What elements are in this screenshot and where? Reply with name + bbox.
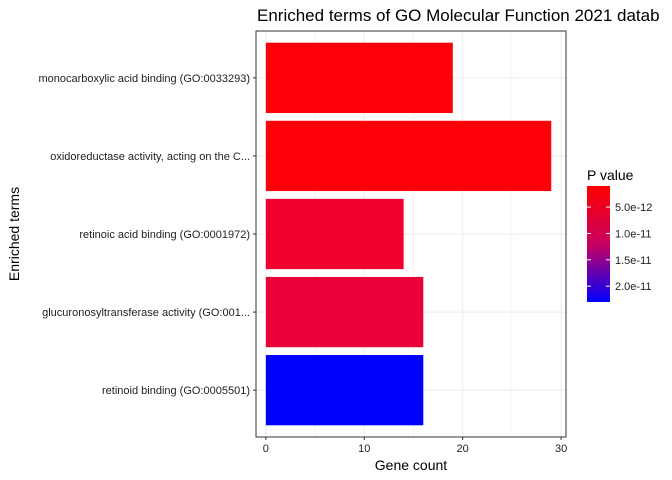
- y-tick-label: monocarboxylic acid binding (GO:0033293): [38, 73, 250, 85]
- bars: [265, 42, 552, 426]
- x-tick-label: 30: [555, 443, 567, 455]
- legend-tick-label: 2.0e-11: [615, 281, 652, 293]
- x-axis-label: Gene count: [375, 457, 447, 473]
- x-tick-label: 10: [358, 443, 370, 455]
- x-tick-labels: 0 10 20 30: [263, 437, 567, 455]
- legend-ticks: 5.0e-12 1.0e-11 1.5e-11 2.0e-11: [587, 202, 652, 293]
- bar: [265, 120, 552, 192]
- legend-colorbar: [587, 186, 610, 302]
- legend-tick-label: 1.0e-11: [615, 228, 652, 240]
- x-tick-label: 0: [263, 443, 269, 455]
- chart-title: Enriched terms of GO Molecular Function …: [257, 6, 660, 25]
- bar: [265, 42, 453, 113]
- y-tick-label: oxidoreductase activity, acting on the C…: [50, 151, 250, 163]
- legend-tick-label: 5.0e-12: [615, 202, 652, 214]
- legend-tick-label: 1.5e-11: [615, 255, 652, 267]
- bar: [265, 276, 424, 348]
- bar: [265, 198, 404, 270]
- y-tick-labels: monocarboxylic acid binding (GO:0033293)…: [38, 73, 256, 397]
- color-legend: P value 5.0e-12 1.0e-11 1.5e-11 2.0e-11: [587, 167, 652, 302]
- y-axis-label: Enriched terms: [6, 187, 22, 281]
- legend-title: P value: [587, 167, 634, 183]
- x-tick-label: 20: [457, 443, 469, 455]
- y-tick-label: retinoid binding (GO:0005501): [102, 385, 250, 397]
- y-tick-label: retinoic acid binding (GO:0001972): [79, 229, 250, 241]
- bar: [265, 355, 424, 426]
- y-tick-label: glucuronosyltransferase activity (GO:001…: [42, 307, 250, 319]
- plot-panel-border: [255, 30, 567, 438]
